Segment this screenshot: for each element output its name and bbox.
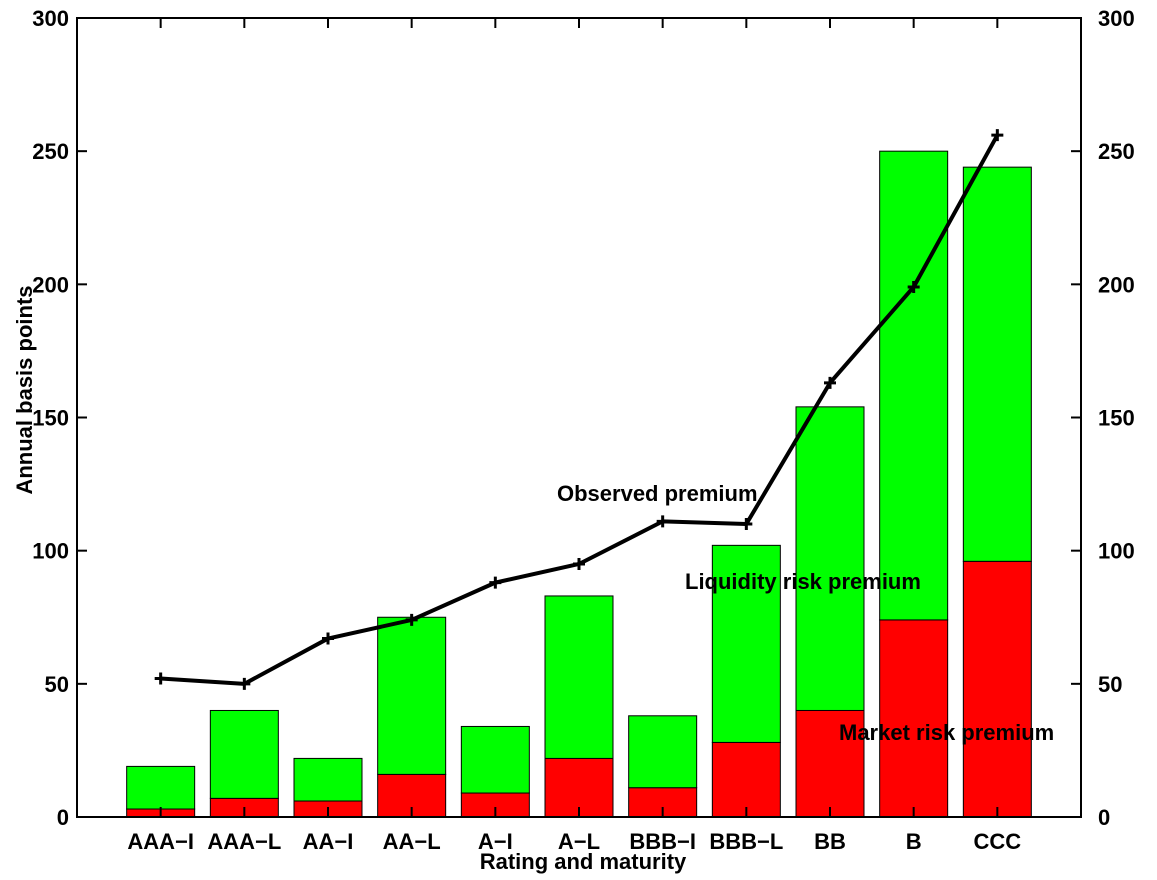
observed-premium-marker-4 — [489, 576, 502, 589]
observed-premium-marker-1 — [238, 677, 251, 690]
bar-liquidity-6 — [628, 715, 698, 789]
bar-market-10 — [962, 560, 1032, 818]
observed-premium-marker-2 — [322, 632, 334, 645]
bars-layer — [126, 150, 1032, 818]
left-tick-label-6: 300 — [32, 6, 69, 31]
left-y-axis: 0 50 100 150 200 250 300 — [32, 6, 87, 830]
right-tick-label-1: 50 — [1098, 672, 1122, 697]
x-tick-label-6: BBB−I — [629, 829, 696, 854]
bar-liquidity-10 — [962, 166, 1032, 562]
observed-premium-marker-9 — [907, 280, 920, 293]
x-tick-label-0: AAA−I — [127, 829, 194, 854]
bar-liquidity-9 — [879, 150, 949, 621]
left-tick-label-3: 150 — [32, 406, 69, 431]
left-tick-label-0: 0 — [57, 805, 69, 830]
x-axis-label: Rating and maturity — [480, 849, 687, 874]
annotation-observed-premium: Observed premium — [557, 481, 758, 506]
right-tick-label-0: 0 — [1098, 805, 1110, 830]
x-tick-label-5: A−L — [558, 829, 600, 854]
observed-premium-marker-10 — [991, 129, 1004, 142]
annotation-market-risk-premium: Market risk premium — [839, 720, 1054, 745]
left-tick-label-4: 200 — [32, 272, 69, 297]
x-tick-label-4: A−I — [478, 829, 513, 854]
bar-market-7 — [711, 741, 781, 818]
right-tick-label-5: 250 — [1098, 139, 1135, 164]
right-tick-label-2: 100 — [1098, 539, 1135, 564]
annotation-liquidity-risk-premium: Liquidity risk premium — [685, 569, 921, 594]
left-tick-label-1: 50 — [45, 672, 69, 697]
bar-liquidity-7 — [711, 544, 781, 743]
observed-premium-marker-0 — [154, 672, 167, 685]
bar-liquidity-4 — [460, 725, 530, 794]
bar-liquidity-8 — [795, 406, 865, 711]
x-tick-label-3: AA−L — [383, 829, 441, 854]
bar-liquidity-5 — [544, 595, 614, 759]
x-tick-label-7: BBB−L — [709, 829, 783, 854]
bar-liquidity-0 — [126, 765, 196, 810]
bar-liquidity-1 — [209, 709, 279, 799]
x-tick-label-9: B — [906, 829, 922, 854]
bar-liquidity-2 — [293, 757, 363, 802]
x-tick-label-10: CCC — [973, 829, 1021, 854]
bar-market-9 — [879, 619, 949, 818]
observed-premium-marker-6 — [656, 515, 669, 528]
observed-line-layer — [154, 129, 1004, 690]
x-tick-label-1: AAA−L — [207, 829, 281, 854]
left-tick-label-5: 250 — [32, 139, 69, 164]
right-tick-label-4: 200 — [1098, 272, 1135, 297]
observed-premium-marker-7 — [740, 518, 753, 531]
x-tick-label-8: BB — [814, 829, 846, 854]
left-tick-label-2: 100 — [32, 539, 69, 564]
right-tick-label-3: 150 — [1098, 406, 1135, 431]
x-tick-label-2: AA−I — [303, 829, 354, 854]
observed-premium-marker-5 — [573, 557, 585, 570]
bar-liquidity-3 — [377, 616, 447, 775]
y-axis-label: Annual basis points — [12, 285, 37, 494]
right-tick-label-6: 300 — [1098, 6, 1135, 31]
observed-premium-marker-3 — [405, 613, 418, 626]
observed-premium-marker-8 — [824, 376, 836, 389]
right-y-axis: 0 50 100 150 200 250 300 — [1071, 6, 1135, 830]
x-axis: AAA−I AAA−L AA−I AA−L A−I A−L BBB−I BBB−L BB B CCC — [127, 18, 1021, 854]
bar-market-8 — [795, 709, 865, 818]
